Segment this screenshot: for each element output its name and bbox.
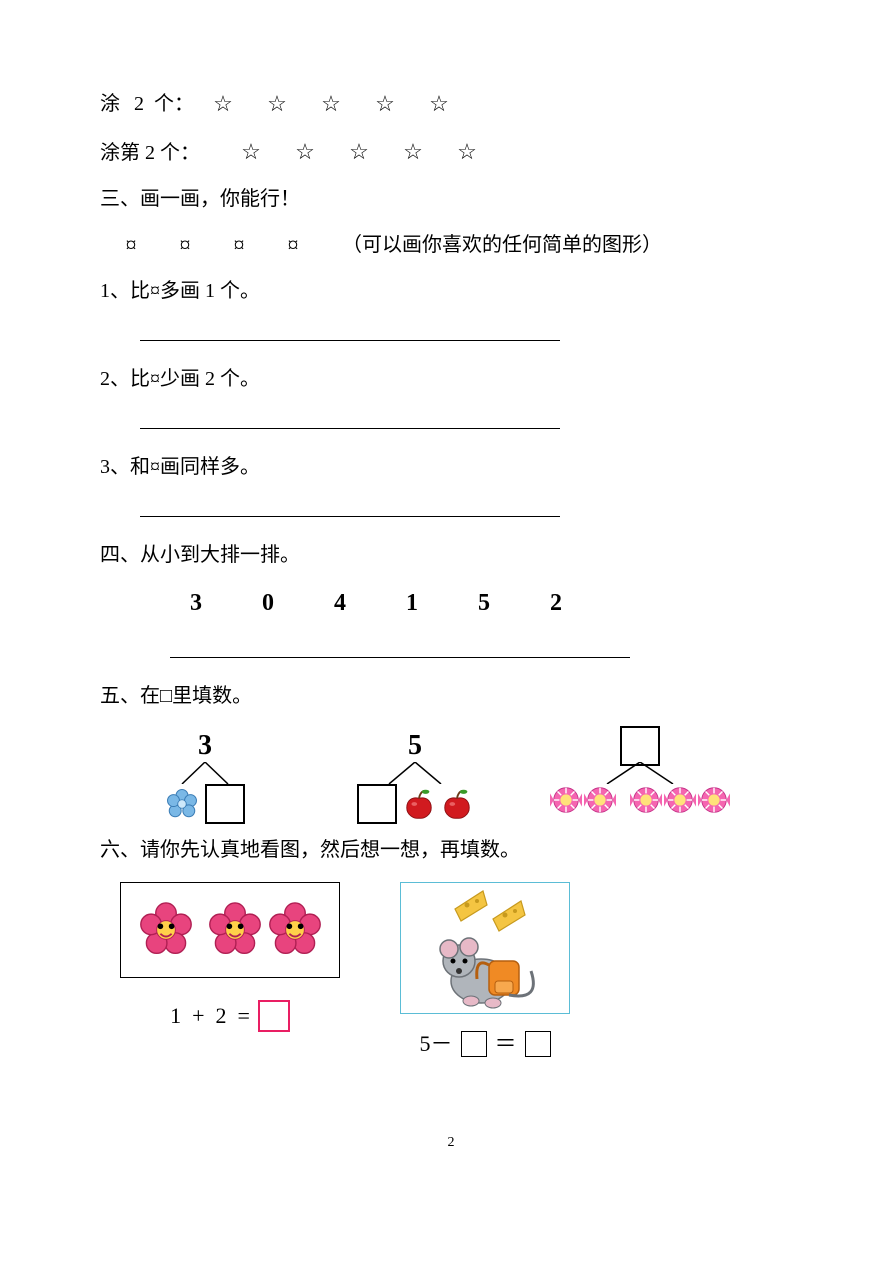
q3-item1: 1、比¤多画 1 个。 (100, 269, 802, 313)
flower-blue-icon (165, 787, 199, 821)
answer-box[interactable] (620, 726, 660, 766)
q-paint-2nd: 涂第 2 个： ☆ ☆ ☆ ☆ ☆ (100, 128, 802, 176)
apple-icon (441, 787, 473, 821)
star-icon: ☆ (198, 80, 248, 128)
q6a: 1 + 2 = (120, 882, 340, 1040)
q6a-image (120, 882, 340, 978)
answer-box[interactable] (205, 784, 245, 824)
number-bond-2: 5 (340, 730, 490, 824)
star-icon: ☆ (252, 80, 302, 128)
q3-hint: （可以画你喜欢的任何简单的图形） (342, 223, 662, 267)
number-bond-3 (550, 730, 730, 816)
flower-pink-icon (267, 902, 323, 958)
flower-pink-icon (138, 902, 194, 958)
candy-icon (550, 784, 582, 816)
answer-line[interactable] (170, 635, 630, 658)
star-icon: ☆ (334, 128, 384, 176)
eq-text: 1 + 2 = (170, 992, 250, 1040)
candy-icon (664, 784, 696, 816)
star-icon: ☆ (226, 128, 276, 176)
q6b-image (400, 882, 570, 1014)
q6b-equation: 5－ ＝ (400, 1020, 570, 1068)
sun-icon: ¤ (106, 221, 156, 269)
answer-box[interactable] (357, 784, 397, 824)
eq-text: ＝ (495, 1020, 517, 1068)
num: 4 (334, 577, 346, 630)
num: 2 (550, 577, 562, 630)
label: 涂第 2 个： (100, 131, 200, 175)
split-lines-icon (170, 762, 240, 784)
num: 5 (478, 577, 490, 630)
answer-box[interactable] (525, 1031, 551, 1057)
q4-title: 四、从小到大排一排。 (100, 533, 802, 577)
number-bond-1: 3 (130, 730, 280, 824)
star-icon: ☆ (442, 128, 492, 176)
star-icon: ☆ (306, 80, 356, 128)
label: 涂 (100, 82, 120, 126)
candy-icon (698, 784, 730, 816)
q6a-equation: 1 + 2 = (120, 992, 340, 1040)
label-count: 2 个： (124, 82, 194, 126)
q3-item2: 2、比¤少画 2 个。 (100, 357, 802, 401)
candy-icon (630, 784, 662, 816)
sun-icon: ¤ (214, 221, 264, 269)
q6-title: 六、请你先认真地看图，然后想一想，再填数。 (100, 828, 802, 872)
answer-line[interactable] (140, 406, 560, 429)
star-icon: ☆ (388, 128, 438, 176)
page-number: 2 (100, 1128, 802, 1159)
split-lines-icon (585, 762, 695, 784)
apple-icon (403, 787, 435, 821)
eq-text: 5－ (419, 1020, 452, 1068)
answer-line[interactable] (140, 318, 560, 341)
candy-icon (584, 784, 616, 816)
q3-suns: ¤ ¤ ¤ ¤ （可以画你喜欢的任何简单的图形） (106, 221, 802, 269)
answer-box[interactable] (258, 1000, 290, 1032)
star-icon: ☆ (414, 80, 464, 128)
sun-icon: ¤ (160, 221, 210, 269)
q-paint-2: 涂 2 个： ☆ ☆ ☆ ☆ ☆ (100, 80, 802, 128)
q3-title: 三、画一画，你能行！ (100, 177, 802, 221)
top-number: 5 (408, 730, 422, 762)
q3-item3: 3、和¤画同样多。 (100, 445, 802, 489)
q4-numbers: 3 0 4 1 5 2 (190, 577, 802, 630)
q5-title: 五、在□里填数。 (100, 674, 802, 718)
split-lines-icon (375, 762, 455, 784)
answer-line[interactable] (140, 494, 560, 517)
star-icon: ☆ (360, 80, 410, 128)
answer-box[interactable] (461, 1031, 487, 1057)
num: 3 (190, 577, 202, 630)
num: 1 (406, 577, 418, 630)
q6b: 5－ ＝ (400, 882, 570, 1068)
num: 0 (262, 577, 274, 630)
top-number: 3 (198, 730, 212, 762)
sun-icon: ¤ (268, 221, 318, 269)
flower-pink-icon (207, 902, 263, 958)
star-icon: ☆ (280, 128, 330, 176)
